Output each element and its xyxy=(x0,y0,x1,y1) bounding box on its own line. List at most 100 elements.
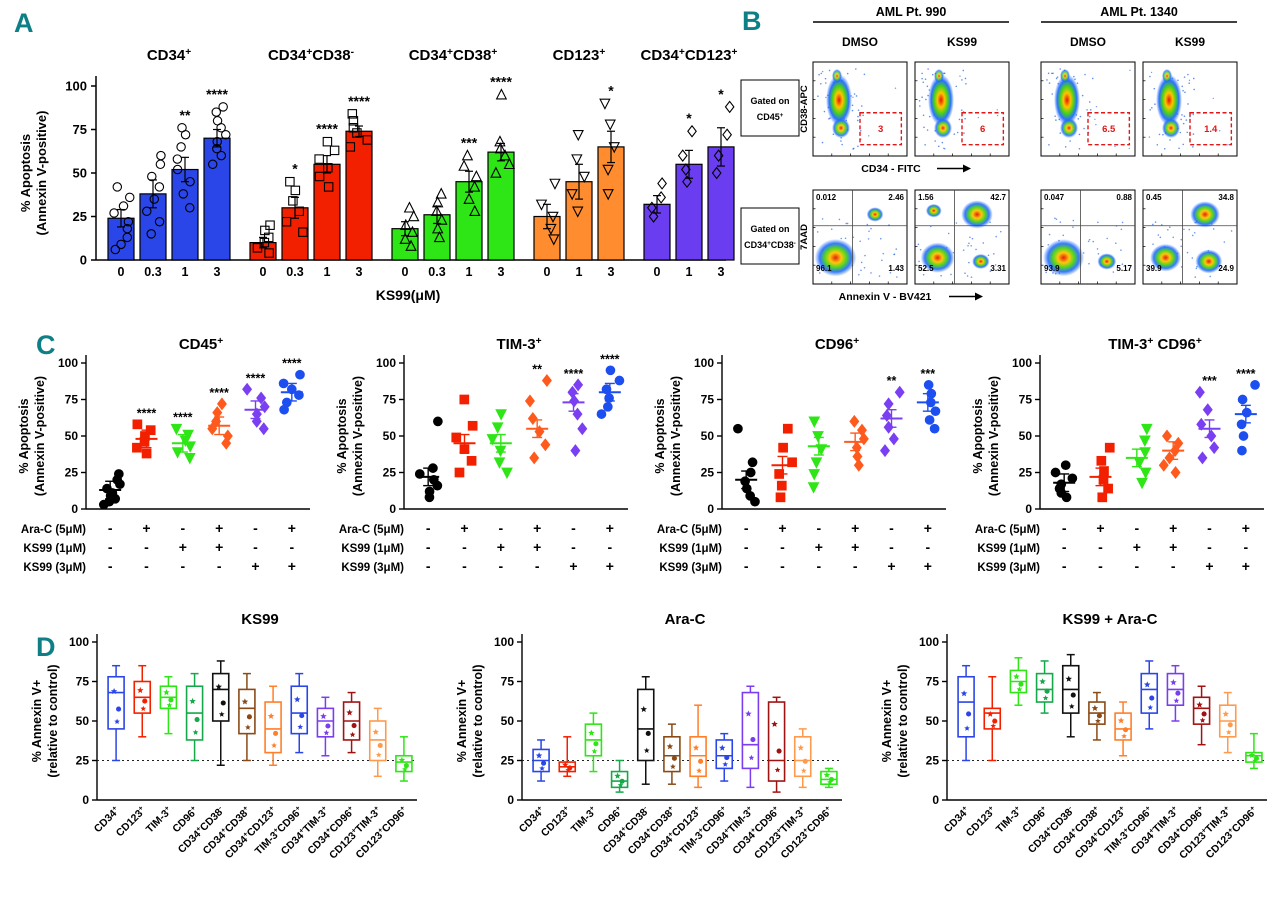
svg-text:-: - xyxy=(180,520,185,536)
svg-text:****: **** xyxy=(316,121,338,137)
svg-text:25: 25 xyxy=(926,754,940,768)
svg-text:-: - xyxy=(816,558,821,574)
svg-text:0: 0 xyxy=(402,265,409,279)
svg-text:75: 75 xyxy=(76,675,90,689)
panel-a-label: A xyxy=(14,8,34,38)
svg-text:0.012: 0.012 xyxy=(816,193,837,202)
svg-text:-: - xyxy=(571,520,576,536)
svg-text:100: 100 xyxy=(694,356,714,370)
svg-text:AML Pt. 990: AML Pt. 990 xyxy=(876,5,947,19)
svg-text:0: 0 xyxy=(260,265,267,279)
svg-text:-: - xyxy=(571,539,576,555)
svg-text:Ara-C: Ara-C xyxy=(665,611,706,628)
svg-text:-: - xyxy=(607,539,612,555)
svg-text:+: + xyxy=(179,539,187,555)
svg-text:+: + xyxy=(851,539,859,555)
svg-text:KS99 (1μM): KS99 (1μM) xyxy=(977,543,1040,555)
svg-text:KS99 + Ara-C: KS99 + Ara-C xyxy=(1063,611,1158,628)
svg-text:*: * xyxy=(686,110,692,126)
svg-text:(Annexin V-positive): (Annexin V-positive) xyxy=(34,111,49,236)
svg-text:50: 50 xyxy=(701,429,715,443)
svg-text:+: + xyxy=(606,520,614,536)
svg-text:25: 25 xyxy=(701,466,715,480)
svg-text:(relative to control): (relative to control) xyxy=(46,664,60,777)
svg-text:50: 50 xyxy=(1019,429,1033,443)
svg-text:-: - xyxy=(1098,558,1103,574)
svg-text:100: 100 xyxy=(58,356,78,370)
svg-text:****: **** xyxy=(348,93,370,109)
svg-text:3: 3 xyxy=(214,265,221,279)
svg-text:DMSO: DMSO xyxy=(842,35,878,49)
svg-text:CD123+: CD123+ xyxy=(113,804,148,839)
svg-text:(Annexin V-positive): (Annexin V-positive) xyxy=(987,376,1001,496)
svg-text:3: 3 xyxy=(356,265,363,279)
svg-text:AML Pt. 1340: AML Pt. 1340 xyxy=(1100,5,1178,19)
svg-text:1: 1 xyxy=(182,265,189,279)
svg-text:-: - xyxy=(253,539,258,555)
svg-text:-: - xyxy=(426,520,431,536)
svg-text:****: **** xyxy=(137,406,157,420)
svg-text:-: - xyxy=(1062,558,1067,574)
svg-text:-: - xyxy=(1243,539,1248,555)
svg-text:0.3: 0.3 xyxy=(286,265,303,279)
panel-a-bar-chart: % Apoptosis (Annexin V-positive)025507510… xyxy=(18,47,738,303)
svg-text:+: + xyxy=(215,520,223,536)
svg-text:CD45+: CD45+ xyxy=(757,112,784,122)
svg-text:0: 0 xyxy=(707,502,714,516)
panel-d-box-ks99: KS99 % Annexin V+ (relative to control) 0 25… xyxy=(30,611,417,862)
svg-text:+: + xyxy=(1169,520,1177,536)
svg-text:-: - xyxy=(853,558,858,574)
svg-text:-: - xyxy=(217,558,222,574)
svg-text:25: 25 xyxy=(76,754,90,768)
svg-text:100: 100 xyxy=(1012,356,1032,370)
svg-text:34.8: 34.8 xyxy=(1218,193,1234,202)
svg-text:50: 50 xyxy=(73,166,87,181)
svg-text:*: * xyxy=(608,82,614,98)
svg-text:+: + xyxy=(606,558,614,574)
svg-text:+: + xyxy=(815,539,823,555)
svg-text:****: **** xyxy=(564,367,584,381)
svg-text:+: + xyxy=(1169,539,1177,555)
svg-text:75: 75 xyxy=(926,675,940,689)
svg-text:-: - xyxy=(1062,520,1067,536)
svg-text:3.31: 3.31 xyxy=(990,264,1006,273)
svg-text:1: 1 xyxy=(466,265,473,279)
svg-text:(Annexin V-positive): (Annexin V-positive) xyxy=(669,376,683,496)
svg-text:0.88: 0.88 xyxy=(1116,193,1132,202)
svg-text:+: + xyxy=(215,539,223,555)
svg-text:CD34+: CD34+ xyxy=(147,47,191,64)
svg-text:****: **** xyxy=(246,371,266,385)
svg-text:100: 100 xyxy=(376,356,396,370)
svg-text:% Annexin V+: % Annexin V+ xyxy=(880,680,894,763)
svg-text:-: - xyxy=(253,520,258,536)
svg-text:-: - xyxy=(108,539,113,555)
svg-text:****: **** xyxy=(173,411,193,425)
svg-text:-: - xyxy=(744,539,749,555)
svg-text:(Annexin V-positive): (Annexin V-positive) xyxy=(351,376,365,496)
svg-text:-: - xyxy=(1134,558,1139,574)
panel-b-label: B xyxy=(742,6,762,36)
svg-text:25: 25 xyxy=(383,466,397,480)
svg-text:CD45+: CD45+ xyxy=(179,336,223,353)
svg-text:7AAD: 7AAD xyxy=(799,224,810,250)
svg-text:DMSO: DMSO xyxy=(1070,35,1106,49)
svg-text:0: 0 xyxy=(389,502,396,516)
svg-text:+: + xyxy=(1133,539,1141,555)
svg-text:KS99 (3μM): KS99 (3μM) xyxy=(341,562,404,574)
svg-text:% Annexin V+: % Annexin V+ xyxy=(30,680,44,763)
svg-text:-: - xyxy=(144,539,149,555)
svg-text:6: 6 xyxy=(980,124,985,135)
svg-text:0: 0 xyxy=(118,265,125,279)
svg-text:25: 25 xyxy=(65,466,79,480)
svg-text:1: 1 xyxy=(686,265,693,279)
svg-text:TIM-3+: TIM-3+ xyxy=(993,804,1024,835)
panel-d-label: D xyxy=(36,632,56,662)
svg-text:0: 0 xyxy=(544,265,551,279)
svg-text:CD123+: CD123+ xyxy=(963,804,998,839)
svg-text:KS99: KS99 xyxy=(241,611,279,628)
svg-text:+: + xyxy=(778,520,786,536)
svg-text:-: - xyxy=(426,539,431,555)
svg-text:100: 100 xyxy=(494,635,514,649)
svg-text:+: + xyxy=(1096,520,1104,536)
